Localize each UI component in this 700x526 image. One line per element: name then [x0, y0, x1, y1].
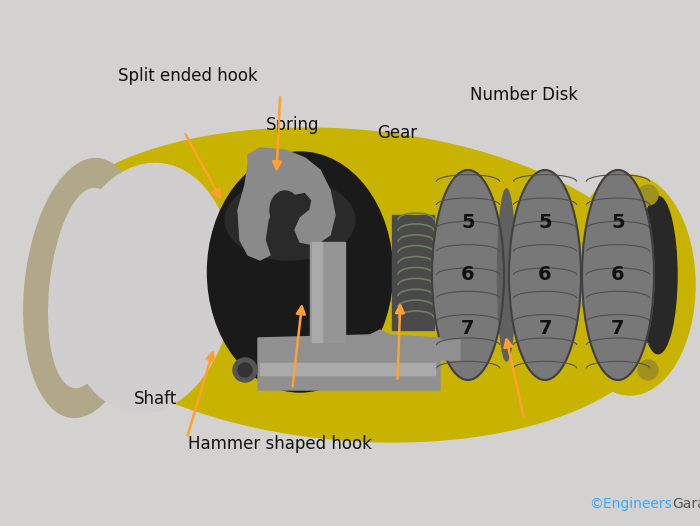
Text: 5: 5: [461, 213, 475, 231]
Bar: [260, 363, 435, 375]
Polygon shape: [258, 330, 460, 390]
Text: Shaft: Shaft: [134, 390, 177, 408]
Ellipse shape: [565, 175, 695, 395]
Text: Spring: Spring: [266, 116, 319, 134]
Text: Hammer shaped hook: Hammer shaped hook: [188, 436, 372, 453]
Text: 6: 6: [611, 266, 625, 285]
Ellipse shape: [582, 170, 654, 380]
Bar: [310, 242, 345, 342]
Circle shape: [638, 360, 658, 380]
Ellipse shape: [509, 170, 581, 380]
Text: 5: 5: [611, 213, 625, 231]
Text: 7: 7: [538, 319, 552, 338]
Polygon shape: [238, 148, 335, 260]
Ellipse shape: [432, 170, 504, 380]
Ellipse shape: [24, 158, 146, 418]
Ellipse shape: [225, 180, 355, 260]
Text: Gear: Gear: [377, 124, 418, 141]
Text: 7: 7: [461, 319, 475, 338]
Bar: [312, 242, 322, 342]
Ellipse shape: [49, 188, 121, 388]
Text: 6: 6: [538, 266, 552, 285]
Circle shape: [638, 185, 658, 205]
Text: 5: 5: [538, 213, 552, 231]
Ellipse shape: [207, 152, 393, 392]
Text: Split ended hook: Split ended hook: [118, 67, 258, 85]
Text: ©Engineers: ©Engineers: [589, 497, 672, 511]
Text: Number Disk: Number Disk: [470, 86, 578, 104]
Text: 7: 7: [611, 319, 624, 338]
Ellipse shape: [62, 164, 234, 412]
Ellipse shape: [498, 189, 515, 361]
Text: Garage: Garage: [672, 497, 700, 511]
Circle shape: [233, 358, 257, 382]
Ellipse shape: [270, 191, 300, 229]
Text: 6: 6: [461, 266, 475, 285]
Ellipse shape: [31, 128, 669, 442]
Ellipse shape: [639, 196, 677, 354]
Bar: [392, 215, 434, 330]
Circle shape: [238, 363, 252, 377]
